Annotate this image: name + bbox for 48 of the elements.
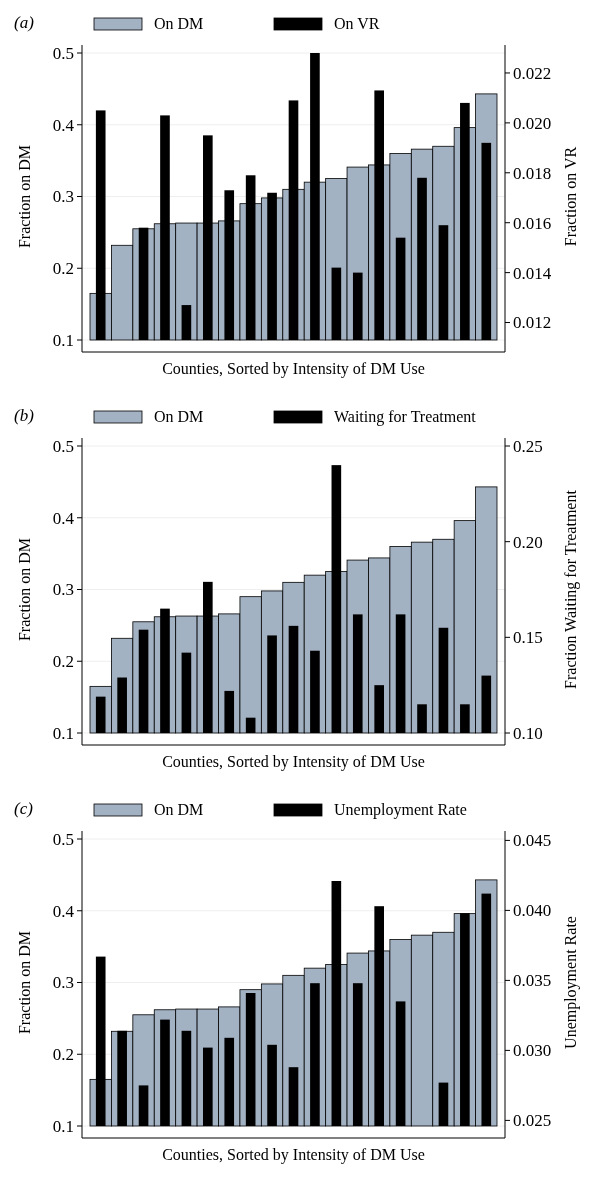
y-tick-label: 0.3	[52, 973, 74, 993]
y-axis-title: Fraction on DM	[16, 537, 33, 642]
y2-tick-label: 0.020	[513, 113, 552, 133]
y-tick-label: 0.2	[52, 1045, 74, 1065]
y2-tick-label: 0.15	[513, 628, 543, 648]
y-tick-label: 0.4	[52, 115, 75, 135]
y2-axis-title: Fraction Waiting for Treatment	[562, 489, 580, 689]
y-tick-label: 0.1	[52, 1116, 74, 1136]
y-tick-label: 0.5	[52, 829, 74, 849]
y-tick-label: 0.5	[52, 43, 74, 63]
chart-title: (a)	[14, 13, 35, 32]
y2-tick-label: 0.030	[513, 1041, 552, 1061]
legend-label: On DM	[154, 408, 204, 425]
y-tick-label: 0.1	[52, 330, 74, 350]
y2-tick-label: 0.040	[513, 901, 552, 921]
legend-label: On VR	[334, 15, 380, 32]
chart-title: (c)	[14, 799, 34, 818]
y2-axis-title: Fraction on VR	[562, 146, 579, 247]
y2-tick-label: 0.014	[513, 263, 552, 283]
y-tick-label: 0.1	[52, 723, 74, 743]
y-axis-title: Fraction on DM	[16, 144, 33, 249]
y2-tick-label: 0.25	[513, 436, 543, 456]
y2-tick-label: 0.016	[513, 213, 552, 233]
y2-tick-label: 0.045	[513, 831, 552, 851]
y-tick-label: 0.3	[52, 580, 74, 600]
y-tick-label: 0.2	[52, 652, 74, 672]
y-axis-title: Fraction on DM	[16, 930, 33, 1035]
y2-tick-label: 0.025	[513, 1111, 552, 1131]
y-tick-label: 0.4	[52, 901, 75, 921]
y-tick-label: 0.4	[52, 508, 75, 528]
legend-label: Waiting for Treatment	[334, 408, 477, 426]
x-axis-title: Counties, Sorted by Intensity of DM Use	[162, 753, 425, 771]
legend-label: On DM	[154, 15, 204, 32]
y2-tick-label: 0.20	[513, 532, 543, 552]
y2-tick-label: 0.012	[513, 313, 552, 333]
y2-tick-label: 0.035	[513, 971, 552, 991]
chart-title: (b)	[14, 406, 35, 425]
y2-tick-label: 0.018	[513, 163, 552, 183]
x-axis-title: Counties, Sorted by Intensity of DM Use	[162, 1146, 425, 1164]
y-tick-label: 0.3	[52, 187, 74, 207]
legend-label: Unemployment Rate	[334, 801, 467, 819]
y2-tick-label: 0.10	[513, 723, 543, 743]
y2-axis-title: Unemployment Rate	[562, 916, 580, 1049]
y-tick-label: 0.2	[52, 259, 74, 279]
y-tick-label: 0.5	[52, 436, 74, 456]
legend-label: On DM	[154, 801, 204, 818]
y2-tick-label: 0.022	[513, 63, 552, 83]
x-axis-title: Counties, Sorted by Intensity of DM Use	[162, 360, 425, 378]
